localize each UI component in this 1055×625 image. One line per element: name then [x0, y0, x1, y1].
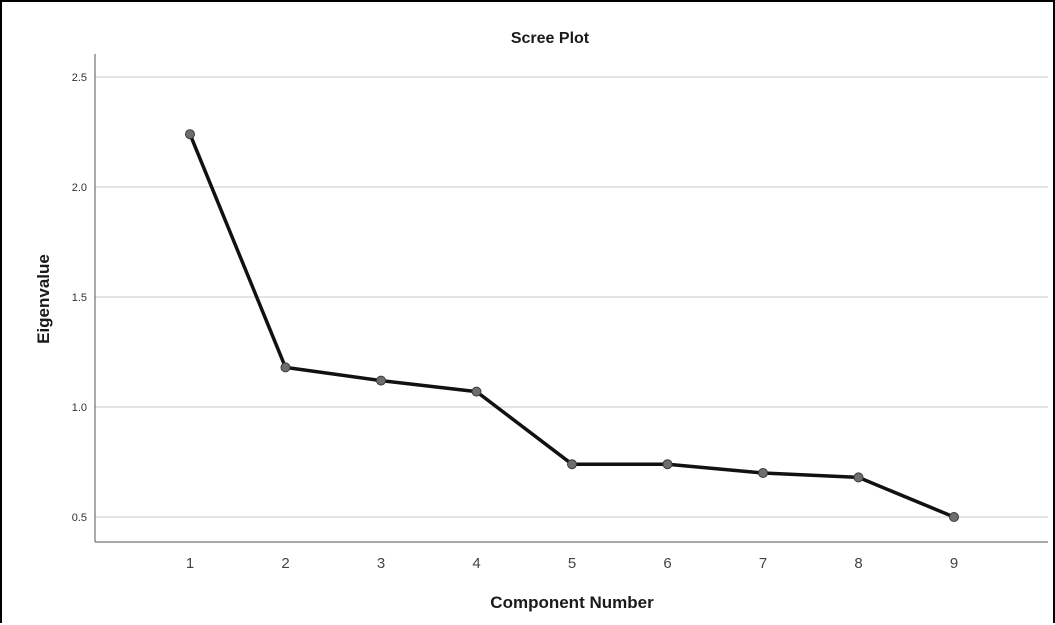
data-point: [280, 362, 291, 373]
y-tick-label: 2.0: [72, 182, 87, 194]
y-tick-labels: 0.5 1.0 1.5 2.0 2.5: [72, 72, 87, 524]
series-eigenvalue: [185, 129, 959, 522]
x-tick-label: 5: [568, 555, 576, 572]
chart-title: Scree Plot: [511, 30, 590, 47]
axes: [94, 54, 1048, 543]
y-tick-label: 2.5: [72, 72, 87, 84]
x-tick-label: 6: [663, 555, 671, 572]
x-tick-label: 8: [854, 555, 862, 572]
data-point: [471, 386, 482, 397]
data-point: [185, 129, 195, 140]
data-point: [567, 459, 577, 470]
x-tick-label: 3: [377, 555, 385, 572]
x-tick-labels: 1 2 3 4 5 6 7 8 9: [186, 555, 958, 572]
data-point: [949, 512, 959, 522]
y-tick-label: 1.5: [72, 292, 87, 304]
y-axis-title: Eigenvalue: [34, 254, 53, 344]
grid-lines: [95, 76, 1048, 518]
x-tick-label: 7: [759, 555, 767, 572]
x-tick-label: 4: [472, 555, 480, 572]
y-tick-label: 1.0: [72, 402, 87, 414]
data-point: [758, 468, 768, 478]
data-point: [376, 375, 386, 386]
x-tick-label: 2: [281, 555, 289, 572]
data-point: [853, 472, 864, 483]
data-point: [662, 459, 673, 470]
x-tick-label: 1: [186, 555, 194, 572]
x-axis-title: Component Number: [490, 593, 654, 612]
y-tick-label: 0.5: [72, 512, 87, 524]
x-tick-label: 9: [950, 555, 958, 572]
